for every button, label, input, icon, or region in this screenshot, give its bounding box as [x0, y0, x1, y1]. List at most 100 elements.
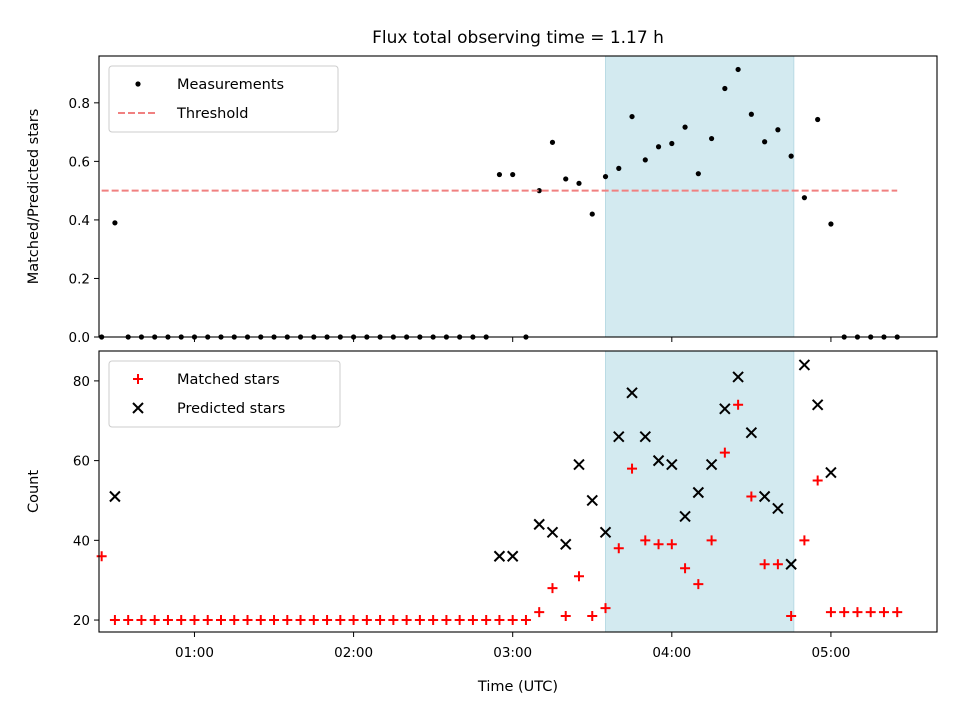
matched-stars-point: [348, 615, 359, 626]
predicted-stars-point: [586, 494, 598, 507]
predicted-stars-point: [785, 558, 797, 570]
measurement-point: [762, 139, 768, 145]
matched-stars-point: [308, 615, 319, 626]
matched-stars-point: [878, 607, 889, 618]
matched-stars-point: [255, 615, 266, 626]
matched-stars-point: [640, 535, 651, 546]
matched-stars-point: [799, 535, 810, 546]
matched-stars-point: [706, 535, 717, 546]
matched-stars-point: [441, 615, 452, 626]
matched-stars-point: [428, 615, 439, 626]
legend: [108, 360, 341, 428]
predicted-stars-point: [758, 490, 771, 503]
measurement-point: [669, 140, 675, 147]
measurement-point: [642, 157, 648, 163]
y-axis-label: Count: [26, 470, 42, 513]
matched-stars-point: [295, 615, 306, 626]
matched-stars-point: [176, 615, 187, 626]
matched-stars-point: [269, 615, 280, 626]
x-tick-label: 03:00: [493, 645, 532, 661]
matched-stars-point: [282, 615, 293, 626]
x-tick-label: 02:00: [334, 645, 373, 661]
predicted-stars-point: [533, 518, 545, 531]
matched-stars-point: [573, 571, 584, 582]
measurement-point: [695, 171, 701, 177]
measurement-point: [748, 111, 754, 117]
predicted-stars-point: [732, 371, 744, 383]
matched-stars-point: [852, 607, 863, 618]
matched-stars-point: [587, 611, 598, 622]
y-tick-label: 0.0: [69, 330, 90, 346]
predicted-stars-point: [573, 458, 585, 471]
matched-stars-point: [666, 539, 677, 550]
matched-stars-point: [719, 447, 730, 458]
y-tick-label: 0.2: [69, 271, 90, 287]
matched-stars-point: [454, 615, 465, 626]
matched-stars-point: [414, 615, 425, 626]
measurement-point: [708, 135, 715, 142]
measurement-point: [815, 116, 821, 123]
matched-stars-point: [162, 615, 173, 626]
matched-stars-point: [375, 615, 386, 626]
predicted-stars-point: [652, 454, 665, 467]
measurement-point: [801, 195, 808, 201]
predicted-stars-point: [109, 490, 121, 503]
matched-stars-point: [772, 559, 783, 570]
measurement-point: [602, 173, 609, 180]
predicted-stars-point: [719, 403, 731, 415]
matched-stars-point: [494, 615, 505, 626]
predicted-stars-point: [626, 387, 638, 399]
matched-stars-point: [520, 615, 531, 626]
measurement-point: [549, 139, 556, 145]
measurement-point: [112, 220, 118, 226]
matched-stars-point: [136, 615, 147, 626]
x-tick-label: 01:00: [175, 645, 214, 661]
matched-stars-point: [865, 607, 876, 618]
matched-stars-point: [229, 615, 240, 626]
measurement-point: [496, 171, 503, 178]
y-tick-label: 80: [73, 374, 90, 390]
predicted-stars-point: [745, 427, 758, 439]
legend-label: Matched stars: [177, 372, 280, 388]
predicted-stars-point: [811, 399, 824, 411]
matched-stars-point: [388, 615, 399, 626]
highlight-span: [605, 55, 795, 338]
matched-stars-point: [746, 491, 757, 502]
measurement-point: [536, 188, 542, 194]
matched-stars-point: [680, 563, 691, 574]
measurement-point: [576, 180, 582, 186]
matched-stars-point: [215, 615, 226, 626]
y-tick-label: 0.6: [69, 154, 90, 170]
predicted-stars-point: [679, 510, 691, 523]
matched-stars-point: [242, 615, 253, 626]
predicted-stars-point: [666, 458, 678, 471]
measurement-point: [563, 176, 569, 182]
matched-stars-point: [759, 559, 770, 570]
measurement-point: [722, 85, 728, 92]
y-axis-label: Matched/Predicted stars: [26, 109, 42, 285]
matched-stars-point: [96, 551, 107, 562]
predicted-stars-point: [546, 526, 559, 539]
predicted-stars-point: [825, 466, 837, 479]
matched-stars-point: [825, 607, 836, 618]
matched-stars-point: [693, 579, 704, 590]
predicted-stars-point: [705, 458, 718, 471]
legend-label: Threshold: [176, 106, 248, 122]
measurement-point: [510, 171, 516, 178]
measurement-point: [682, 124, 688, 130]
measurement-point: [735, 66, 741, 73]
matched-stars-point: [401, 615, 412, 626]
measurement-point: [589, 211, 595, 217]
measurement-point: [655, 144, 662, 150]
matched-stars-point: [600, 603, 611, 614]
matched-stars-point: [202, 615, 213, 626]
legend-marker-measurements: [135, 81, 141, 87]
matched-stars-point: [733, 399, 744, 410]
matched-stars-point: [109, 615, 120, 626]
matched-stars-point: [812, 475, 823, 486]
legend: [108, 65, 339, 133]
x-tick-label: 04:00: [652, 645, 691, 661]
y-tick-label: 20: [73, 613, 90, 629]
y-tick-label: 40: [73, 533, 90, 549]
chart-title: Flux total observing time = 1.17 h: [372, 28, 664, 48]
